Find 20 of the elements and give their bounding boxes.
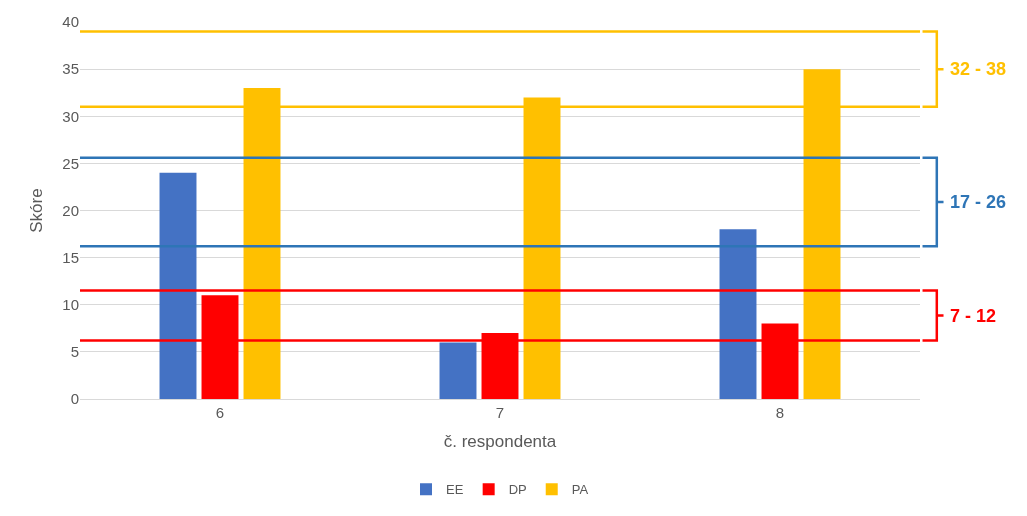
y-tick-label: 40 xyxy=(62,13,79,31)
x-tick-label: 8 xyxy=(775,404,785,421)
legend-label: PA xyxy=(571,482,589,498)
text: 17 - 26 xyxy=(950,192,1007,212)
y-tick-label: 30 xyxy=(62,107,79,125)
y-tick-label: 10 xyxy=(62,296,79,313)
y-axis-title: Skóre xyxy=(26,188,46,233)
text: 7 - 12 xyxy=(950,306,997,326)
y-tick-label: 20 xyxy=(62,201,79,219)
y-tick-label: 5 xyxy=(70,343,79,361)
legend-label: DP xyxy=(508,482,527,498)
x-tick-label: 6 xyxy=(215,404,225,421)
x-axis-title: č. respondenta xyxy=(443,432,557,452)
y-tick-label: 35 xyxy=(62,60,79,78)
y-tick-label: 0 xyxy=(70,390,79,408)
x-tick-label: 7 xyxy=(495,404,505,421)
legend-label: EE xyxy=(446,482,464,498)
text: 32 - 38 xyxy=(950,59,1007,79)
y-tick-label: 15 xyxy=(62,248,79,266)
y-tick-label: 25 xyxy=(62,154,79,172)
